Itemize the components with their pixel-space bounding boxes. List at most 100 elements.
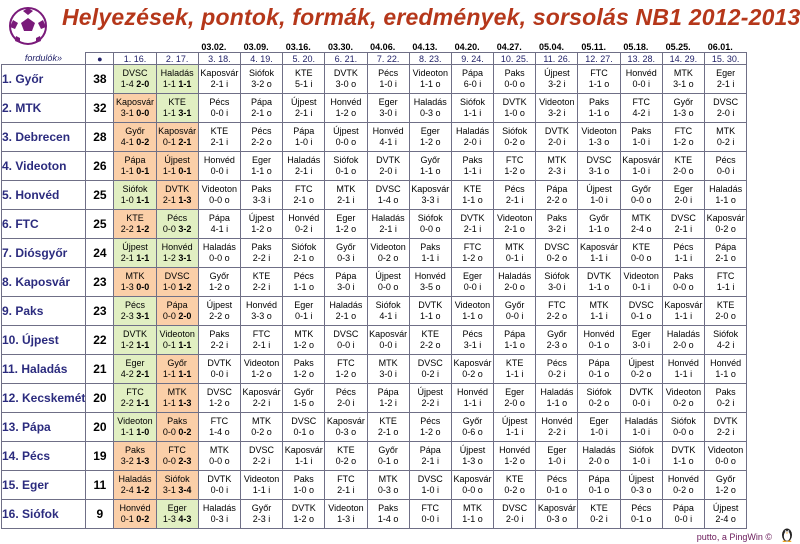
team-points: 23 [85, 267, 115, 297]
result-score: 2-1 [293, 195, 309, 205]
match-result: 1-1 1-1 [157, 369, 197, 380]
match-cell: Videoton 0-2 o [366, 238, 410, 268]
result-score: 2-1 i [252, 340, 271, 350]
team-name: 5. Honvéd [0, 180, 87, 210]
result-score: 2-1 i [716, 79, 735, 89]
team-points: 19 [85, 441, 115, 471]
match-cell: Eger 1-1 o [239, 151, 284, 181]
result-score: 2-0 [504, 282, 520, 292]
opponent-name: FTC [505, 155, 524, 165]
match-cell: Videoton 0-0 o [197, 180, 241, 210]
match-cell: Kaposvár 0-3 o [535, 499, 579, 529]
opponent-name: Honvéd [246, 300, 278, 310]
round-header: 15. 30. [704, 52, 748, 65]
opponent-name: Pápa [715, 242, 737, 252]
opponent-name: Győr [504, 300, 525, 310]
result-venue: o [519, 79, 525, 89]
match-cell: DVSC 2-2 i [239, 441, 284, 471]
match-result: 1-2 o [284, 340, 324, 351]
opponent-name: Győr [125, 126, 145, 136]
opponent-name: MTK [336, 184, 356, 194]
match-cell: Videoton 0-1 1-1 [155, 325, 199, 355]
team-points: 20 [85, 412, 115, 442]
match-cell: Siófok 2-1 o [282, 238, 326, 268]
result-venue: o [730, 253, 736, 263]
match-cell: KTE 2-1 o [366, 412, 410, 442]
opponent-name: Eger [420, 126, 440, 136]
match-cell: FTC 1-4 o [197, 412, 241, 442]
opponent-name: Videoton [623, 271, 659, 281]
match-result: 1-1 1-1 [157, 79, 197, 90]
match-cell: DVSC 2-0 i [493, 499, 537, 529]
match-result: 2-0 i [537, 137, 577, 148]
opponent-name: Honvéd [414, 271, 446, 281]
opponent-name: Honvéd [203, 155, 235, 165]
result-score: 0-2 i [716, 137, 735, 147]
result-venue: o [308, 369, 314, 379]
round-header: 14. 29. [661, 52, 706, 65]
match-cell: Paks 1-2 o [282, 354, 326, 384]
opponent-name: MTK [378, 474, 398, 484]
result-score: 1-0 i [632, 427, 650, 437]
opponent-name: Videoton [539, 97, 575, 107]
opponent-name: Honvéd [583, 329, 615, 339]
result-venue: o [435, 224, 441, 234]
result-venue: o [604, 137, 610, 147]
result-venue: o [477, 253, 483, 263]
match-result: 3-3 o [241, 311, 281, 322]
match-cell: KTE 2-2 o [408, 325, 452, 355]
match-cell: Kaposvár 0-2 o [704, 209, 748, 239]
result-venue: o [519, 224, 525, 234]
match-cell: Pécs 0-2 i [535, 354, 579, 384]
opponent-name: Pápa [419, 445, 441, 455]
opponent-name: Honvéd [330, 97, 362, 107]
opponent-name: FTC [337, 358, 355, 368]
match-cell: Honvéd 0-2 i [282, 209, 326, 239]
opponent-name: Paks [124, 445, 145, 455]
result-score: 0-0 [209, 456, 225, 466]
result-score: 2-0 i [505, 514, 524, 524]
match-cell: FTC 0-0 2-3 [155, 441, 199, 471]
result-score: 0-0 [715, 456, 731, 466]
match-cell: FTC 4-2 i [619, 93, 663, 123]
opponent-name: Újpest [206, 300, 233, 310]
opponent-name: KTE [632, 242, 650, 252]
match-cell: Eger 2-0 i [661, 180, 706, 210]
match-cell: Kaposvár 1-1 i [282, 441, 326, 471]
match-result: 1-5 o [284, 398, 324, 409]
match-result: 0-1 o [368, 456, 408, 467]
round-header: 7. 22. [366, 52, 410, 65]
opponent-name: Kaposvár [369, 329, 408, 339]
result-score: 1-0 i [590, 427, 608, 437]
team-points: 9 [85, 499, 115, 529]
result-venue: o [477, 311, 483, 321]
opponent-name: DVTK [502, 97, 527, 107]
match-cell: Haladás 2-4 1-2 [113, 470, 157, 500]
match-result: 2-1 i [199, 137, 239, 148]
match-cell: Pécs 1-0 i [366, 64, 410, 94]
result-score: 0-1 [588, 369, 605, 379]
match-result: 1-3 0-0 [115, 282, 155, 293]
match-cell: DVTK 1-1 o [577, 267, 621, 297]
opponent-name: Siófok [586, 387, 612, 397]
match-result: 4-2 i [706, 340, 746, 351]
match-cell: MTK 0-0 o [197, 441, 241, 471]
result-score: 3-2 i [548, 79, 566, 89]
result-venue: o [266, 166, 272, 176]
opponent-name: Haladás [329, 300, 363, 310]
opponent-name: FTC [674, 126, 693, 136]
result-venue: o [688, 79, 694, 89]
result-venue: o [308, 340, 314, 350]
match-cell: Győr 2-3 i [239, 499, 284, 529]
match-result: 1-1 o [579, 79, 619, 90]
result-form: 1-1 [136, 195, 150, 205]
opponent-name: Eger [673, 184, 693, 194]
match-result: 0-0 i [495, 311, 535, 322]
match-result: 1-0 i [410, 485, 450, 496]
opponent-name: Kaposvár [537, 503, 576, 513]
match-cell: Kaposvár 0-1 2-1 [155, 122, 199, 152]
match-result: 2-1 o [495, 224, 535, 235]
match-cell: Siófok 0-2 o [493, 122, 537, 152]
result-score: 1-2 [420, 427, 436, 437]
match-cell: Haladás 1-1 o [704, 180, 748, 210]
